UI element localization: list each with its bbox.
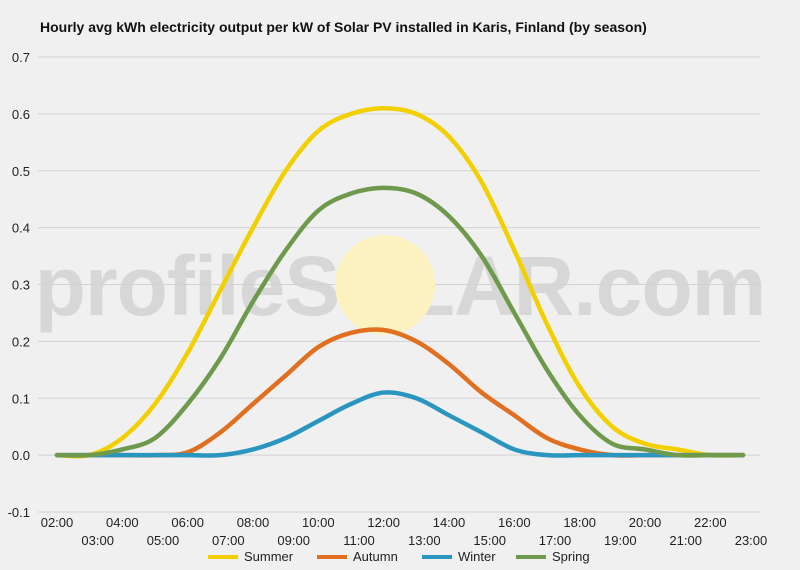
legend-item-spring[interactable]: Spring [516,549,590,564]
y-tick-label: 0.3 [12,278,30,293]
x-tick-label: 03:00 [81,533,114,548]
legend-label: Winter [458,549,496,564]
x-tick-label: 07:00 [212,533,245,548]
x-tick-label: 18:00 [563,515,596,530]
y-tick-label: 0.0 [12,448,30,463]
x-tick-label: 04:00 [106,515,139,530]
x-tick-label: 16:00 [498,515,531,530]
legend-swatch [422,554,452,559]
grid-lines [38,56,760,513]
legend-item-summer[interactable]: Summer [208,549,293,564]
series-lines [54,105,746,459]
legend-label: Summer [244,549,294,564]
legend: Summer Autumn Winter Spring [0,549,800,569]
legend-label: Spring [552,549,590,564]
x-tick-label: 21:00 [669,533,702,548]
x-tick-label: 14:00 [433,515,466,530]
x-tick-label: 08:00 [237,515,270,530]
legend-swatch [516,554,546,559]
watermark-sun [335,235,435,335]
series-line-winter [54,390,746,458]
y-tick-label: 0.1 [12,391,30,406]
series-line-summer [54,105,746,459]
y-tick-label: 0.2 [12,334,30,349]
chart-title: Hourly avg kWh electricity output per kW… [40,19,647,35]
x-tick-label: 09:00 [277,533,310,548]
x-tick-label: 13:00 [408,533,441,548]
legend-item-winter[interactable]: Winter [422,549,496,564]
x-tick-label: 19:00 [604,533,637,548]
x-tick-label: 17:00 [539,533,572,548]
legend-swatch [208,554,238,559]
x-tick-label: 12:00 [367,515,400,530]
x-tick-label: 06:00 [171,515,204,530]
legend-swatch [317,554,347,559]
y-tick-label: 0.4 [12,221,30,236]
x-tick-label: 23:00 [735,533,768,548]
x-tick-label: 20:00 [629,515,662,530]
legend-label: Autumn [353,549,398,564]
x-tick-label: 22:00 [694,515,727,530]
y-tick-label: 0.7 [12,50,30,65]
x-tick-label: 10:00 [302,515,335,530]
y-tick-label: 0.5 [12,164,30,179]
x-tick-label: 11:00 [343,533,375,548]
y-axis-ticks: -0.1 0.0 0.1 0.2 0.3 0.4 0.5 0.6 0.7 [8,50,30,520]
x-tick-label: 15:00 [473,533,506,548]
y-tick-label: -0.1 [8,505,30,520]
x-tick-label: 02:00 [41,515,74,530]
x-tick-label: 05:00 [147,533,180,548]
legend-item-autumn[interactable]: Autumn [317,549,398,564]
series-line-spring [54,185,746,458]
y-tick-label: 0.6 [12,107,30,122]
x-axis-ticks: 02:00 03:00 04:00 05:00 06:00 07:00 08:00 09:00… [41,515,768,548]
